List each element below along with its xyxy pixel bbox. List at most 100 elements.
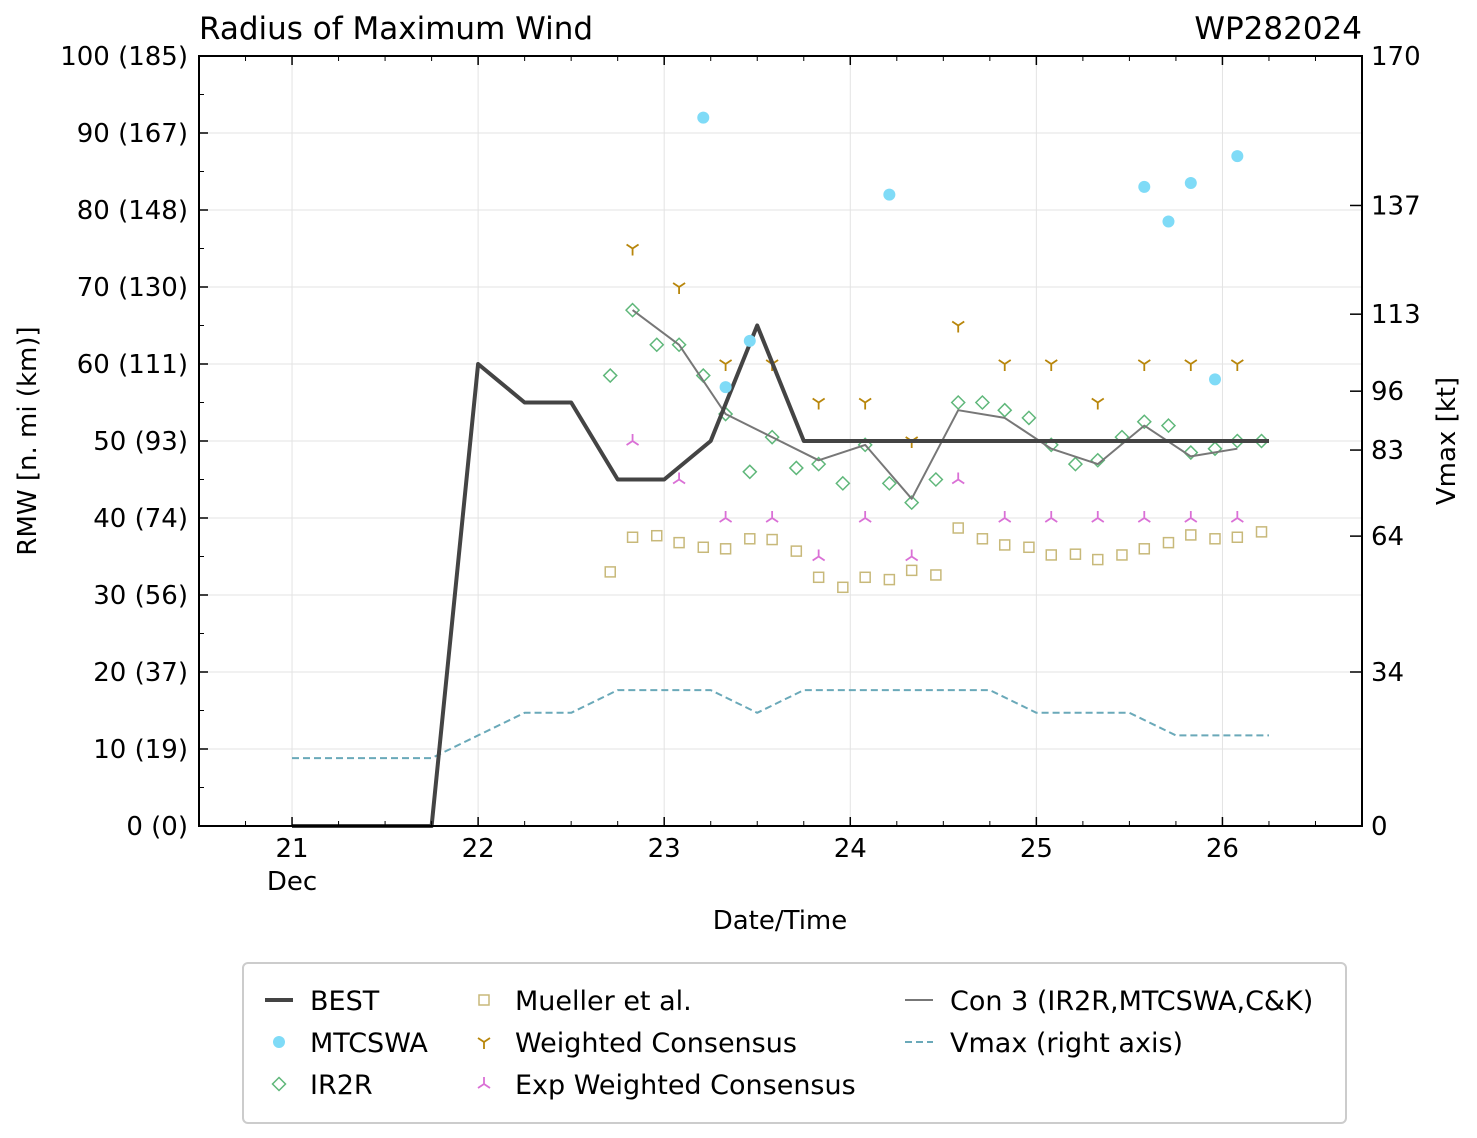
weighted-consensus-point bbox=[1230, 359, 1244, 371]
mueller-et-al-point bbox=[1255, 526, 1268, 538]
legend-label: Con 3 (IR2R,MTCSWA,C&K) bbox=[950, 986, 1313, 1017]
mueller-et-al-point bbox=[1138, 543, 1151, 555]
ir2r-point bbox=[904, 495, 920, 511]
mueller-et-al-point bbox=[1231, 531, 1244, 543]
y2-tick-label: 96 bbox=[1371, 377, 1404, 407]
y-tick-label: 80 (148) bbox=[77, 196, 188, 226]
weighted-consensus-point bbox=[1091, 397, 1105, 410]
legend: BEST MTCSWA IR2R Mueller et al. Weighted Con… bbox=[242, 962, 1347, 1124]
mueller-et-al-point bbox=[1162, 536, 1175, 549]
ir2r-point bbox=[1021, 410, 1037, 426]
mueller-et-al-point bbox=[812, 571, 825, 584]
x-tick-label: 23 bbox=[648, 834, 681, 864]
mueller-et-al-point bbox=[651, 529, 663, 542]
mtcswa-point bbox=[1138, 180, 1151, 193]
legend-label: Weighted Consensus bbox=[515, 1028, 797, 1059]
ir2r-point bbox=[811, 456, 827, 472]
legend-label: MTCSWA bbox=[310, 1028, 428, 1059]
legend-label: Vmax (right axis) bbox=[950, 1028, 1183, 1059]
mueller-et-al-point bbox=[1045, 549, 1057, 561]
storm-id: WP282024 bbox=[1194, 11, 1362, 47]
weighted-consensus-point bbox=[719, 359, 733, 371]
exp-weighted-consensus-point bbox=[998, 511, 1012, 523]
ir2r-point bbox=[602, 367, 618, 384]
y-tick-label: 30 (56) bbox=[93, 581, 188, 611]
legend-swatch bbox=[477, 1077, 491, 1089]
weighted-consensus-point bbox=[858, 397, 872, 410]
ir2r-point bbox=[974, 394, 990, 411]
mtcswa-point bbox=[1162, 215, 1175, 228]
y-tick-label: 10 (19) bbox=[93, 735, 188, 765]
y-tick-label: 0 (0) bbox=[126, 812, 188, 842]
ir2r-point bbox=[1090, 452, 1106, 468]
exp-weighted-consensus-point bbox=[1230, 511, 1244, 523]
mueller-et-al-point bbox=[976, 533, 989, 545]
mueller-et-al-point bbox=[1185, 529, 1197, 541]
mueller-et-al-point bbox=[905, 564, 918, 577]
ir2r-point bbox=[788, 460, 804, 476]
mueller-et-al-point bbox=[1023, 541, 1035, 554]
mueller-et-al-point bbox=[790, 545, 803, 557]
y-tick-label: 40 (74) bbox=[93, 504, 188, 534]
y-tick-label: 90 (167) bbox=[77, 119, 188, 149]
y-tick-label: 60 (111) bbox=[77, 350, 188, 380]
grid bbox=[199, 55, 1362, 827]
ir2r-point bbox=[881, 475, 897, 491]
series-mtcswa bbox=[697, 111, 1244, 394]
x-tick-label: 22 bbox=[462, 834, 495, 864]
mtcswa-point bbox=[719, 381, 732, 394]
chart-title: Radius of Maximum Wind bbox=[199, 11, 593, 47]
weighted-consensus-point bbox=[1184, 359, 1198, 371]
ir2r-point bbox=[649, 337, 665, 353]
ir2r-point bbox=[928, 471, 944, 488]
mueller-et-al-point bbox=[719, 543, 732, 555]
y2-tick-label: 137 bbox=[1371, 191, 1421, 221]
mueller-et-al-point bbox=[1069, 548, 1082, 560]
ir2r-point bbox=[835, 475, 851, 491]
mtcswa-point bbox=[1208, 373, 1221, 386]
weighted-consensus-point bbox=[672, 282, 686, 294]
series-con-3-ir2r-mtcswa-c-k bbox=[632, 309, 1238, 500]
legend-frame bbox=[242, 962, 1347, 1124]
mueller-et-al-point bbox=[697, 541, 710, 554]
legend-entry-con-3-ir2r-mtcswa-c-k: Con 3 (IR2R,MTCSWA,C&K) bbox=[905, 986, 1313, 1017]
exp-weighted-consensus-point bbox=[719, 511, 733, 523]
mtcswa-point bbox=[743, 334, 756, 347]
legend-entry-vmax-right-axis: Vmax (right axis) bbox=[905, 1028, 1183, 1059]
legend-label: IR2R bbox=[310, 1070, 373, 1101]
series-vmax-right-axis bbox=[292, 689, 1269, 760]
y2-tick-label: 113 bbox=[1371, 300, 1421, 330]
ir2r-point bbox=[742, 464, 758, 480]
exp-weighted-consensus-point bbox=[905, 549, 919, 562]
ir2r-point bbox=[1136, 414, 1152, 430]
series-exp-weighted-consensus bbox=[626, 434, 1244, 562]
mueller-et-al-point bbox=[744, 533, 756, 545]
weighted-consensus-point bbox=[1137, 359, 1151, 371]
mueller-et-al-point bbox=[604, 566, 616, 578]
mueller-et-al-point bbox=[883, 573, 896, 586]
y-tick-label: 50 (93) bbox=[93, 427, 188, 457]
legend-entry-weighted-consensus: Weighted Consensus bbox=[477, 1028, 797, 1059]
legend-entry-exp-weighted-consensus: Exp Weighted Consensus bbox=[477, 1070, 856, 1101]
exp-weighted-consensus-point bbox=[1137, 511, 1151, 523]
y-tick-label: 100 (185) bbox=[60, 42, 188, 72]
best-line bbox=[292, 323, 1269, 828]
mueller-et-al-point bbox=[930, 569, 942, 581]
ir2r-point bbox=[950, 394, 966, 411]
con-3-ir2r-mtcswa-c-k-line bbox=[632, 309, 1238, 500]
y2-tick-label: 83 bbox=[1371, 436, 1404, 466]
mtcswa-point bbox=[1231, 150, 1244, 163]
legend-label: BEST bbox=[310, 986, 380, 1017]
ir2r-point bbox=[1253, 433, 1270, 449]
x-tick-sublabel: Dec bbox=[267, 867, 317, 897]
exp-weighted-consensus-point bbox=[765, 511, 779, 523]
mtcswa-point bbox=[1184, 177, 1197, 190]
exp-weighted-consensus-point bbox=[672, 472, 686, 485]
series-layer bbox=[292, 111, 1270, 828]
legend-entry-ir2r: IR2R bbox=[271, 1070, 373, 1101]
mueller-et-al-point bbox=[1092, 553, 1104, 566]
exp-weighted-consensus-point bbox=[626, 434, 640, 446]
ir2r-point bbox=[625, 302, 641, 318]
